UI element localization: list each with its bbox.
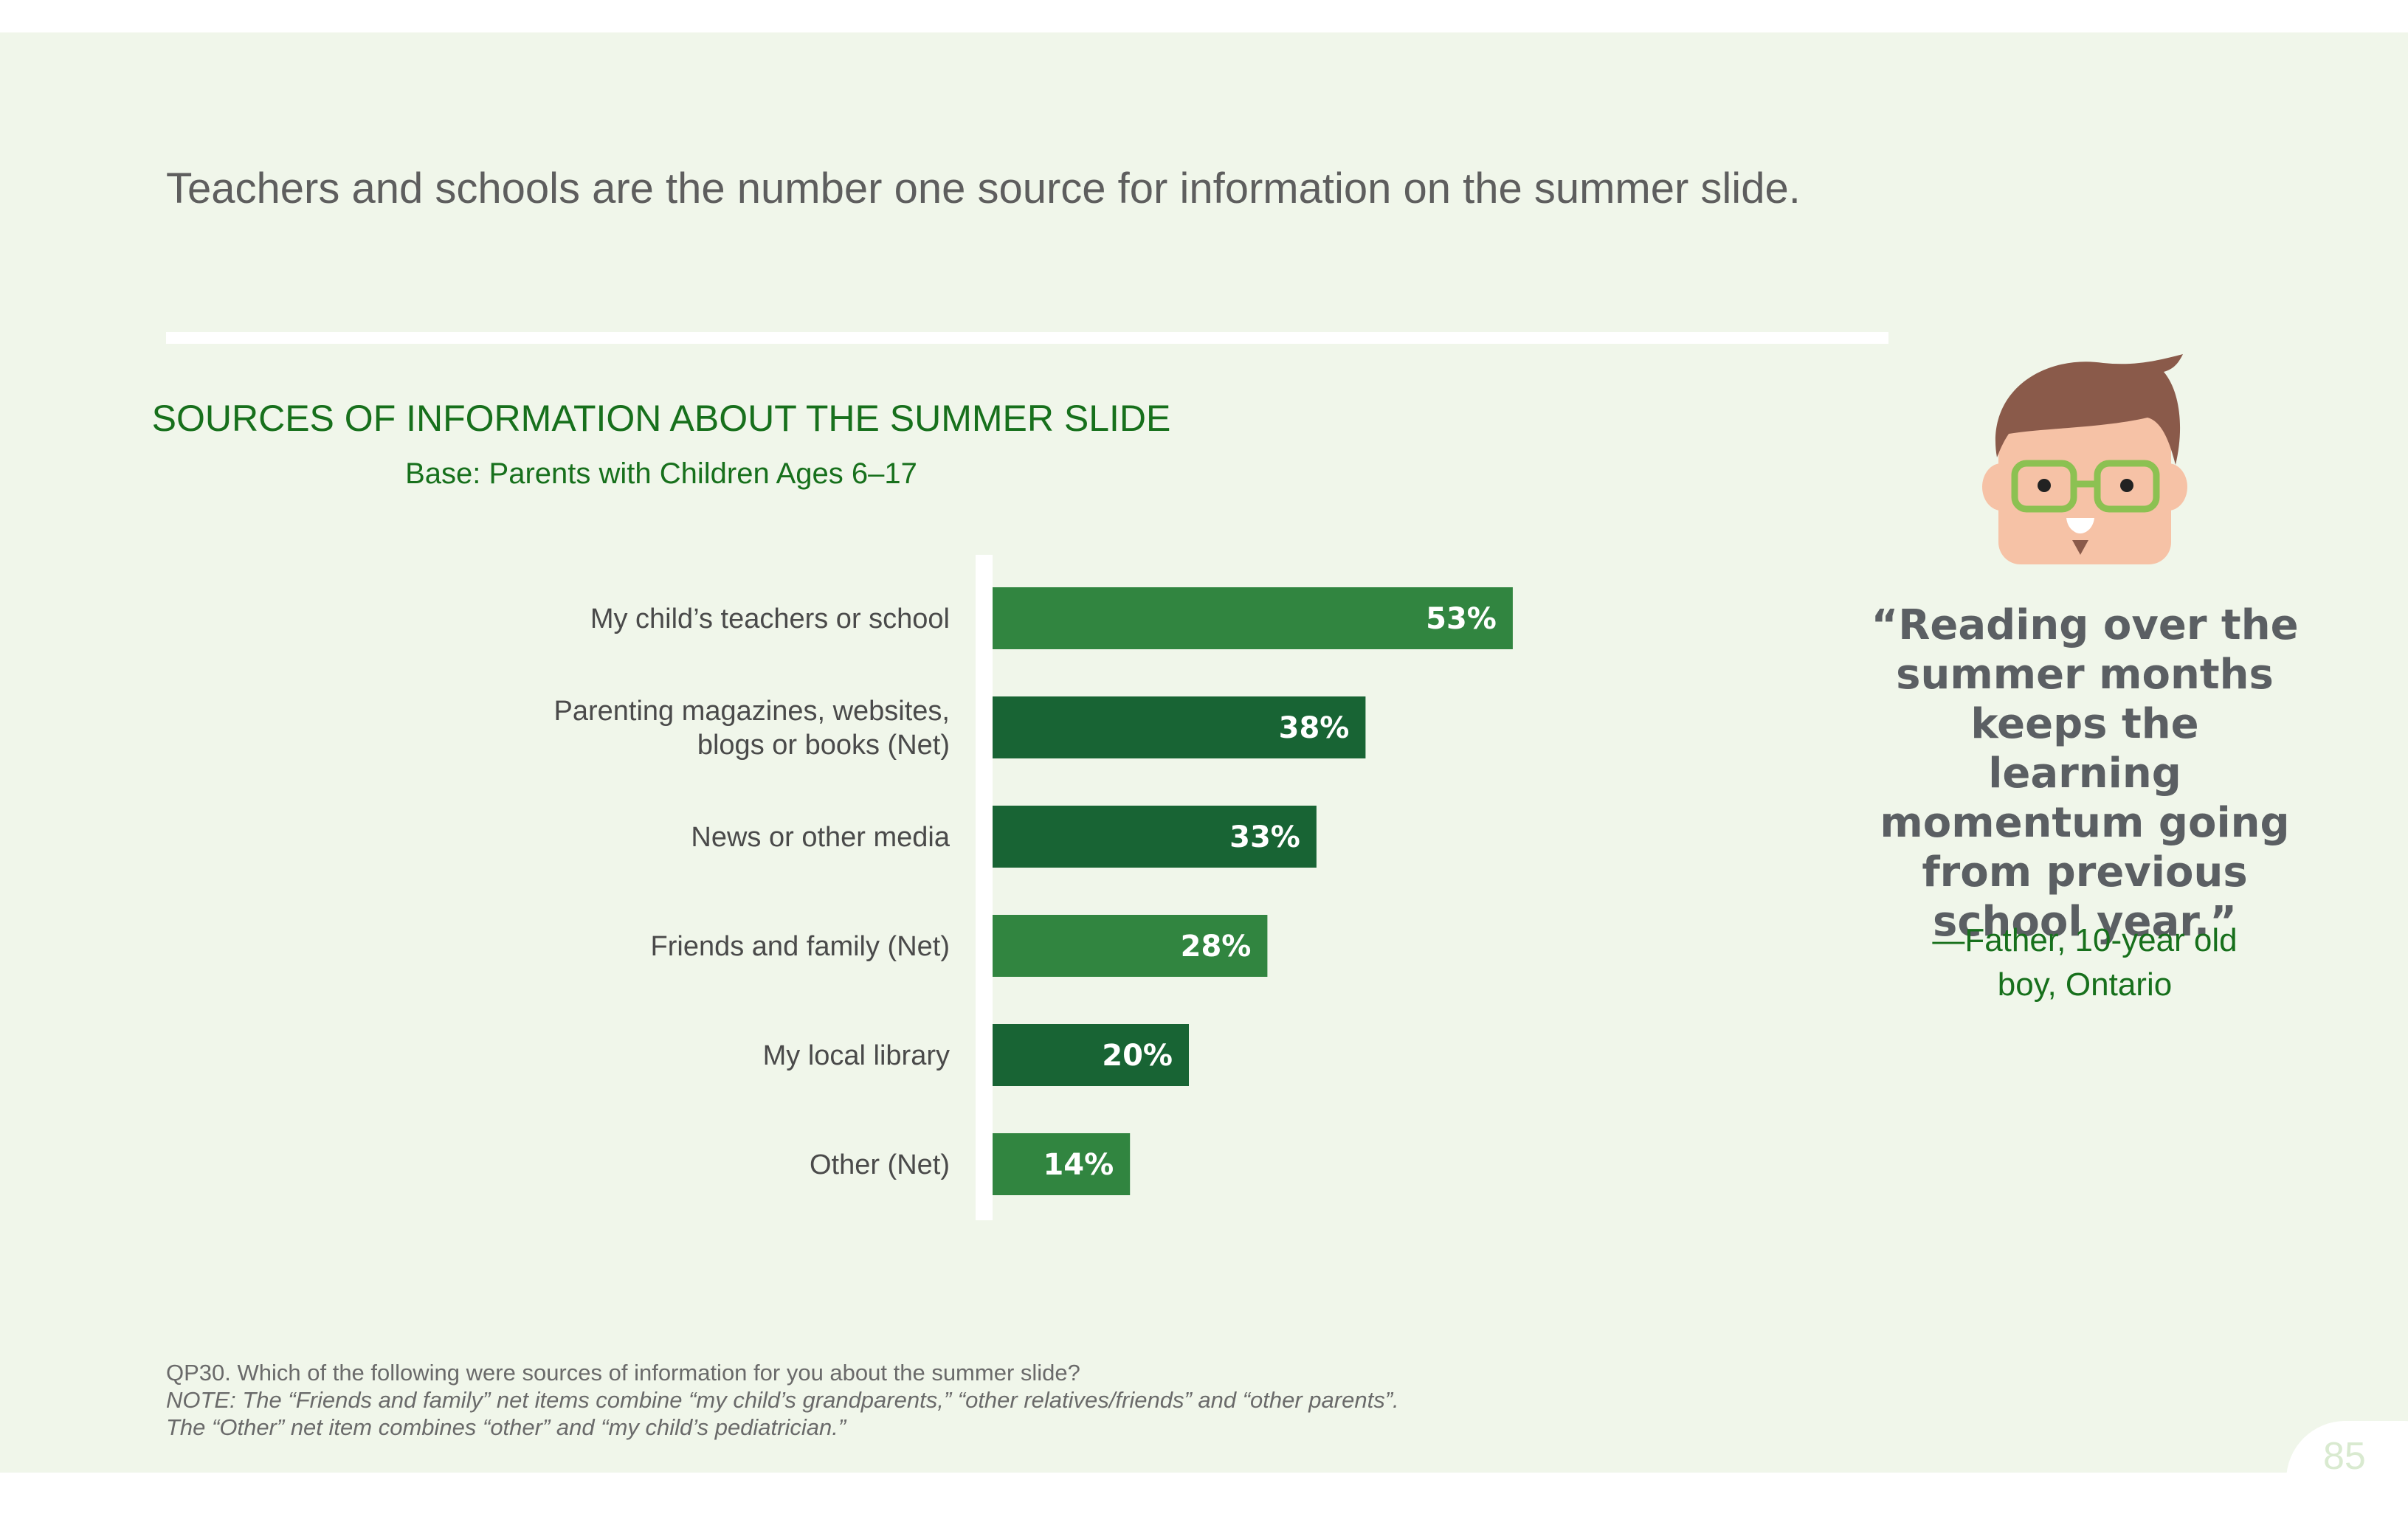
category-label: My child’s teachers or school bbox=[590, 604, 950, 634]
footnote-note: NOTE: The “Friends and family” net items… bbox=[166, 1387, 1399, 1413]
bar-value-label: 38% bbox=[1279, 711, 1350, 745]
testimonial-quote: “Reading over the summer months keeps th… bbox=[1871, 601, 2299, 946]
category-label: My local library bbox=[763, 1040, 950, 1071]
quote-attribution: —Father, 10-year old boy, Ontario bbox=[1889, 919, 2280, 1007]
footnote-question: QP30. Which of the following were source… bbox=[166, 1360, 1080, 1386]
footnotes: QP30. Which of the following were source… bbox=[166, 1359, 1937, 1441]
bar bbox=[993, 1024, 1189, 1086]
bar-chart: 53% My child’s teachers or school 38% Paren… bbox=[553, 555, 1513, 1220]
bar-value-label: 33% bbox=[1229, 820, 1300, 854]
category-label: Friends and family (Net) bbox=[651, 931, 950, 962]
category-label: Parenting magazines, websites, bbox=[553, 696, 950, 727]
category-label: Other (Net) bbox=[810, 1149, 950, 1180]
bar bbox=[993, 915, 1268, 977]
bar-value-label: 20% bbox=[1102, 1039, 1173, 1073]
category-label: blogs or books (Net) bbox=[697, 730, 950, 761]
divider-rule bbox=[166, 332, 1888, 344]
attribution-line: boy, Ontario bbox=[1997, 966, 2173, 1003]
attribution-line: —Father, 10-year old bbox=[1932, 922, 2238, 958]
bar-value-label: 53% bbox=[1426, 602, 1497, 636]
bar bbox=[993, 1133, 1131, 1195]
slide-headline: Teachers and schools are the number one … bbox=[166, 165, 1801, 212]
bar-value-label: 28% bbox=[1181, 930, 1252, 964]
chart-title: SOURCES OF INFORMATION ABOUT THE SUMMER … bbox=[151, 398, 1171, 439]
boy-with-glasses-icon bbox=[1982, 354, 2187, 564]
footnote-note: The “Other” net item combines “other” an… bbox=[166, 1414, 846, 1440]
bar bbox=[993, 696, 1366, 758]
bar-value-label: 14% bbox=[1043, 1148, 1114, 1182]
page-number: 85 bbox=[2323, 1435, 2366, 1478]
bar bbox=[993, 806, 1317, 868]
category-label: News or other media bbox=[691, 822, 950, 853]
chart-subtitle: Base: Parents with Children Ages 6–17 bbox=[405, 457, 917, 490]
bar bbox=[993, 587, 1513, 649]
chart-axis-line bbox=[976, 555, 993, 1220]
